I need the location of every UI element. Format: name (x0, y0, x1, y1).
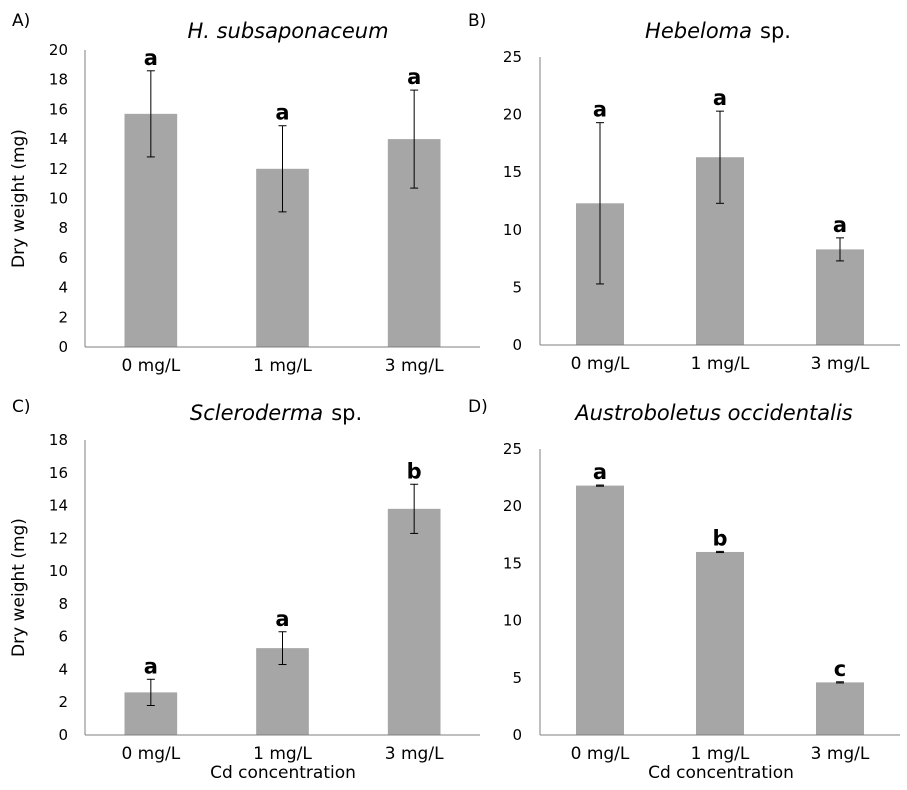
y-tick-label: 12 (49, 529, 68, 547)
significance-letter: a (144, 654, 158, 678)
panel-title: Hebeloma sp. (645, 19, 791, 43)
y-tick-label: 0 (58, 726, 68, 744)
y-tick-label: 25 (503, 48, 522, 66)
x-tick-label: 1 mg/L (253, 356, 312, 376)
significance-letter: a (407, 65, 421, 89)
y-tick-label: 14 (49, 130, 68, 148)
significance-letter: a (713, 86, 727, 110)
panel-title: Austroboletus occidentalis (573, 401, 853, 425)
x-tick-label: 3 mg/L (385, 744, 444, 764)
panel-letter: A) (12, 11, 30, 31)
panel-letter: D) (468, 397, 488, 417)
y-tick-label: 25 (503, 440, 522, 458)
y-tick-label: 15 (503, 554, 522, 572)
title-species: H. subsaponaceum (187, 19, 388, 43)
y-tick-label: 5 (512, 278, 522, 296)
title-species: Scleroderma (190, 401, 323, 425)
significance-letter: a (275, 101, 289, 125)
bar (696, 551, 744, 735)
x-tick-label: 0 mg/L (571, 744, 630, 764)
y-tick-label: 2 (58, 308, 68, 326)
bar (387, 508, 441, 735)
y-tick-label: 5 (512, 669, 522, 687)
significance-letter: a (144, 46, 158, 70)
panel-title: Scleroderma sp. (190, 401, 362, 425)
x-tick-label: 0 mg/L (121, 744, 180, 764)
y-axis-title: Dry weight (mg) (9, 518, 29, 657)
y-tick-label: 0 (512, 726, 522, 744)
significance-letter: a (593, 460, 607, 484)
x-tick-label: 1 mg/L (691, 354, 750, 374)
y-tick-label: 4 (58, 660, 68, 678)
y-tick-label: 8 (58, 219, 68, 237)
y-tick-label: 6 (58, 249, 68, 267)
y-tick-label: 16 (49, 100, 68, 118)
title-suffix: sp. (760, 19, 791, 43)
significance-letter: b (407, 459, 422, 483)
bar (816, 249, 864, 345)
bar (576, 485, 624, 735)
y-tick-label: 10 (49, 562, 68, 580)
y-axis-title: Dry weight (mg) (9, 129, 29, 268)
y-tick-label: 0 (512, 336, 522, 354)
y-tick-label: 18 (49, 71, 68, 89)
title-suffix: sp. (331, 401, 362, 425)
y-tick-label: 20 (503, 106, 522, 124)
chart-panel-a: A) H. subsaponaceum 0 2 4 6 8 10 12 14 16 18 20 Dry w… (9, 11, 480, 376)
y-tick-label: 6 (58, 628, 68, 646)
chart-panel-c: C) Scleroderma sp. 0 2 4 6 8 10 12 14 16 18 Dry weigh… (9, 397, 480, 783)
x-axis-title: Cd concentration (648, 763, 794, 783)
x-tick-label: 0 mg/L (121, 356, 180, 376)
y-tick-label: 14 (49, 497, 68, 515)
y-tick-label: 0 (58, 338, 68, 356)
significance-letter: b (712, 526, 727, 550)
panel-title: H. subsaponaceum (187, 19, 388, 43)
chart-panel-d: D) Austroboletus occidentalis 0 5 10 15 20 25 a 0… (468, 397, 900, 783)
panel-letter: C) (12, 397, 31, 417)
y-tick-label: 8 (58, 595, 68, 613)
panel-letter: B) (468, 11, 486, 31)
x-tick-label: 0 mg/L (571, 354, 630, 374)
significance-letter: a (275, 607, 289, 631)
significance-letter: a (593, 98, 607, 122)
y-tick-label: 18 (49, 431, 68, 449)
x-tick-label: 1 mg/L (691, 744, 750, 764)
chart-panel-b: B) Hebeloma sp. 0 5 10 15 20 25 a 0 mg/L a 1 mg/L a 3 … (468, 11, 900, 374)
bar (816, 682, 864, 735)
x-tick-label: 1 mg/L (253, 744, 312, 764)
title-species: Austroboletus occidentalis (573, 401, 853, 425)
x-axis-title: Cd concentration (210, 763, 356, 783)
significance-letter: a (833, 213, 847, 237)
y-tick-label: 12 (49, 160, 68, 178)
y-tick-label: 16 (49, 464, 68, 482)
x-tick-label: 3 mg/L (385, 356, 444, 376)
y-tick-label: 15 (503, 163, 522, 181)
y-tick-label: 10 (503, 612, 522, 630)
x-tick-label: 3 mg/L (811, 354, 870, 374)
y-tick-label: 4 (58, 279, 68, 297)
y-tick-label: 20 (49, 41, 68, 59)
y-tick-label: 10 (49, 190, 68, 208)
y-tick-label: 10 (503, 221, 522, 239)
y-tick-label: 20 (503, 497, 522, 515)
y-tick-label: 2 (58, 693, 68, 711)
title-species: Hebeloma (645, 19, 752, 43)
x-tick-label: 3 mg/L (811, 744, 870, 764)
significance-letter: c (834, 657, 846, 681)
